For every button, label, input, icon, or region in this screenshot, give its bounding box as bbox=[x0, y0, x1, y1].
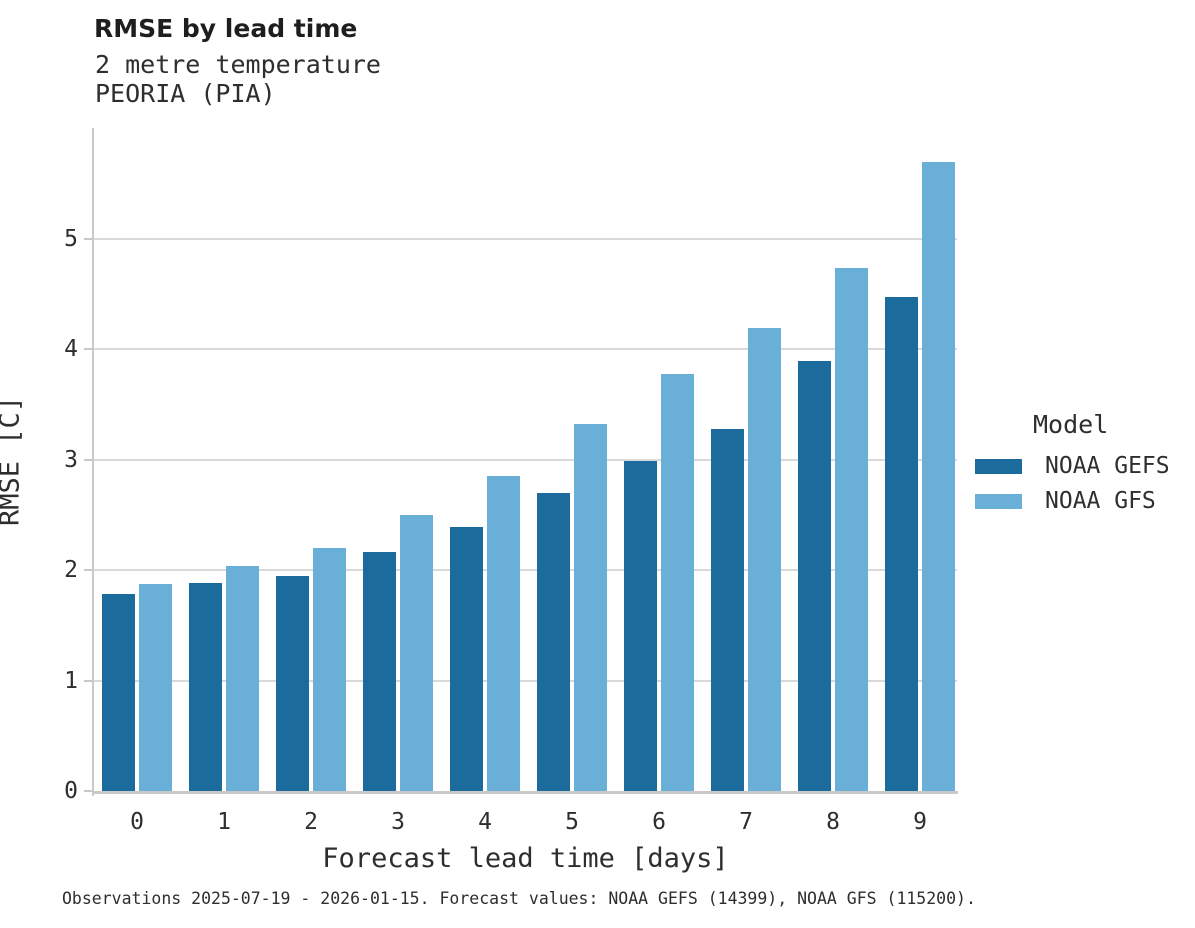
gridline-y-3 bbox=[94, 458, 957, 461]
chart-subtitle-station: PEORIA (PIA) bbox=[95, 79, 276, 108]
bar-noaa-gfs-lead-9 bbox=[922, 162, 955, 791]
x-tick-label-7: 7 bbox=[739, 809, 753, 835]
y-tick-label-0: 0 bbox=[64, 778, 78, 804]
bar-noaa-gfs-lead-6 bbox=[661, 374, 694, 791]
x-tick-label-1: 1 bbox=[217, 809, 231, 835]
chart-title: RMSE by lead time bbox=[94, 14, 358, 43]
chart-subtitle-variable: 2 metre temperature bbox=[95, 50, 381, 79]
y-axis-title: RMSE [C] bbox=[0, 395, 26, 526]
bar-noaa-gfs-lead-3 bbox=[400, 514, 433, 791]
legend-item-noaa-gefs: NOAA GEFS bbox=[975, 453, 1190, 488]
y-tick-5 bbox=[84, 237, 92, 240]
x-tick-label-4: 4 bbox=[478, 809, 492, 835]
x-axis-spine bbox=[92, 791, 958, 794]
bar-noaa-gefs-lead-7 bbox=[711, 428, 744, 791]
bar-noaa-gefs-lead-8 bbox=[798, 361, 831, 791]
y-tick-label-3: 3 bbox=[64, 446, 78, 473]
y-tick-3 bbox=[84, 458, 92, 461]
y-tick-label-5: 5 bbox=[64, 225, 78, 252]
x-tick-label-0: 0 bbox=[130, 809, 144, 835]
y-tick-4 bbox=[84, 348, 92, 350]
y-tick-1 bbox=[84, 679, 92, 682]
y-tick-0 bbox=[84, 790, 92, 792]
x-tick-label-9: 9 bbox=[913, 809, 927, 835]
legend-label-noaa-gefs: NOAA GEFS bbox=[1045, 453, 1170, 479]
gridline-y-4 bbox=[94, 348, 957, 350]
y-tick-label-2: 2 bbox=[64, 557, 78, 583]
bar-noaa-gfs-lead-1 bbox=[226, 565, 259, 791]
legend: Model NOAA GEFS NOAA GFS bbox=[975, 410, 1190, 523]
gridline-y-5 bbox=[94, 237, 957, 240]
legend-label-noaa-gfs: NOAA GFS bbox=[1045, 488, 1156, 514]
gridline-y-1 bbox=[94, 679, 957, 682]
bar-noaa-gfs-lead-5 bbox=[574, 424, 607, 791]
bar-noaa-gfs-lead-7 bbox=[748, 328, 781, 791]
x-tick-label-6: 6 bbox=[652, 809, 666, 835]
bar-noaa-gefs-lead-6 bbox=[624, 460, 657, 791]
legend-swatch-noaa-gfs bbox=[975, 494, 1022, 509]
y-tick-label-4: 4 bbox=[64, 336, 78, 362]
y-axis-spine bbox=[92, 128, 94, 796]
caption: Observations 2025-07-19 - 2026-01-15. Fo… bbox=[62, 889, 976, 908]
y-tick-2 bbox=[84, 569, 92, 571]
x-tick-label-3: 3 bbox=[391, 809, 405, 835]
bar-noaa-gefs-lead-0 bbox=[102, 594, 135, 791]
chart-subtitle: 2 metre temperature PEORIA (PIA) bbox=[95, 50, 381, 108]
bar-noaa-gefs-lead-2 bbox=[276, 575, 309, 791]
bar-noaa-gefs-lead-3 bbox=[363, 552, 396, 791]
y-axis: RMSE [C] bbox=[0, 128, 30, 793]
plot-area: 0 1 2 3 4 5 0 1 2 3 4 5 6 7 8 9 bbox=[64, 128, 958, 835]
gridline-y-2 bbox=[94, 569, 957, 571]
y-tick-label-1: 1 bbox=[64, 667, 78, 694]
x-tick-label-5: 5 bbox=[565, 809, 579, 835]
bar-noaa-gfs-lead-4 bbox=[487, 476, 520, 791]
bar-noaa-gfs-lead-0 bbox=[139, 584, 172, 791]
x-axis-title: Forecast lead time [days] bbox=[322, 843, 729, 874]
bar-noaa-gefs-lead-9 bbox=[885, 297, 918, 791]
x-tick-label-2: 2 bbox=[304, 809, 318, 835]
bar-noaa-gefs-lead-4 bbox=[450, 526, 483, 791]
bar-noaa-gfs-lead-2 bbox=[313, 547, 346, 791]
legend-title: Model bbox=[1033, 410, 1109, 439]
legend-swatch-noaa-gefs bbox=[975, 459, 1022, 474]
bar-noaa-gefs-lead-1 bbox=[189, 583, 222, 791]
bar-noaa-gfs-lead-8 bbox=[835, 268, 868, 791]
legend-item-noaa-gfs: NOAA GFS bbox=[975, 488, 1190, 523]
x-tick-label-8: 8 bbox=[826, 809, 840, 835]
bar-noaa-gefs-lead-5 bbox=[537, 492, 570, 791]
